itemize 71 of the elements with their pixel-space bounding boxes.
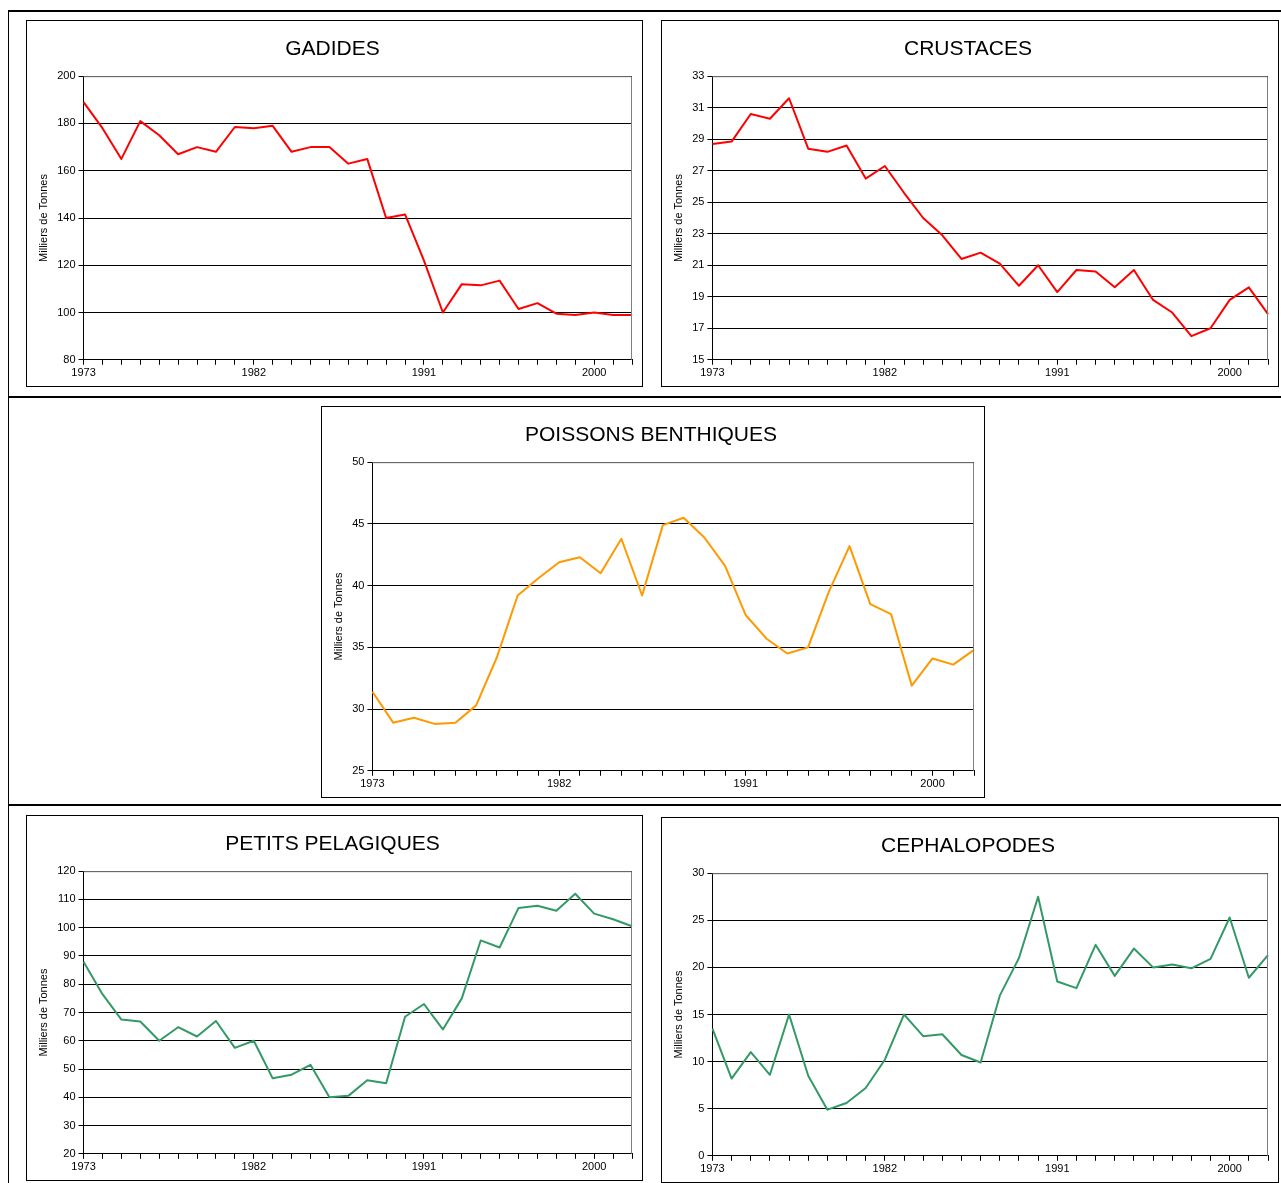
y-tick-label: 17 bbox=[692, 321, 705, 334]
y-axis-title: Milliers de Tonnes bbox=[36, 173, 49, 262]
y-tick-label: 0 bbox=[698, 1148, 705, 1161]
y-tick-label: 15 bbox=[692, 352, 705, 365]
x-tick-label: 1973 bbox=[71, 1160, 96, 1173]
chart-title: POISSONS BENTHIQUES bbox=[524, 422, 778, 446]
x-tick-label: 1973 bbox=[700, 1162, 725, 1175]
y-tick-label: 50 bbox=[352, 455, 365, 468]
y-tick-label: 140 bbox=[57, 211, 76, 224]
y-tick-label: 20 bbox=[63, 1146, 76, 1159]
y-tick-label: 30 bbox=[63, 1118, 76, 1131]
x-tick-label: 1973 bbox=[700, 366, 725, 379]
y-tick-label: 25 bbox=[352, 763, 365, 776]
y-tick-label: 15 bbox=[692, 1007, 705, 1020]
x-tick-label: 1991 bbox=[1045, 1162, 1070, 1175]
y-tick-label: 40 bbox=[352, 578, 365, 591]
y-axis-title: Milliers de Tonnes bbox=[671, 173, 684, 262]
y-tick-label: 31 bbox=[692, 100, 705, 113]
y-tick-label: 100 bbox=[57, 920, 76, 933]
y-tick-label: 33 bbox=[692, 69, 705, 82]
y-tick-label: 120 bbox=[57, 258, 76, 271]
y-axis-title: Milliers de Tonnes bbox=[331, 572, 344, 661]
x-tick-label: 1991 bbox=[411, 1160, 437, 1173]
y-tick-label: 30 bbox=[352, 702, 365, 715]
y-tick-label: 100 bbox=[57, 305, 76, 318]
x-tick-label: 1991 bbox=[1045, 366, 1070, 379]
x-tick-label: 1973 bbox=[71, 366, 96, 379]
y-tick-label: 35 bbox=[352, 640, 365, 653]
y-tick-label: 25 bbox=[692, 913, 705, 926]
y-tick-label: 200 bbox=[57, 69, 76, 82]
x-tick-label: 1982 bbox=[872, 1162, 898, 1175]
x-tick-label: 1973 bbox=[360, 777, 385, 790]
x-tick-label: 1991 bbox=[411, 366, 437, 379]
y-tick-label: 20 bbox=[692, 960, 705, 973]
x-tick-label: 1982 bbox=[241, 366, 266, 379]
x-tick-label: 2000 bbox=[581, 366, 607, 379]
x-tick-label: 2000 bbox=[1217, 366, 1242, 379]
chart-title: CRUSTACES bbox=[904, 36, 1032, 60]
y-tick-label: 10 bbox=[692, 1054, 705, 1067]
y-tick-label: 19 bbox=[692, 289, 705, 302]
y-tick-label: 45 bbox=[352, 516, 365, 529]
y-tick-label: 5 bbox=[698, 1101, 705, 1114]
y-tick-label: 90 bbox=[63, 949, 76, 962]
x-tick-label: 1982 bbox=[241, 1160, 266, 1173]
y-tick-label: 27 bbox=[692, 163, 705, 176]
y-tick-label: 70 bbox=[63, 1005, 76, 1018]
chart-title: GADIDES bbox=[285, 36, 380, 60]
x-tick-label: 2000 bbox=[1217, 1162, 1242, 1175]
x-tick-label: 2000 bbox=[920, 777, 945, 790]
x-tick-label: 1991 bbox=[733, 777, 759, 790]
y-tick-label: 21 bbox=[692, 258, 705, 271]
y-tick-label: 60 bbox=[63, 1033, 76, 1046]
chart-title: PETITS PELAGIQUES bbox=[225, 831, 440, 855]
y-tick-label: 120 bbox=[57, 864, 76, 877]
y-tick-label: 160 bbox=[57, 163, 76, 176]
y-tick-label: 80 bbox=[63, 977, 76, 990]
x-tick-label: 1982 bbox=[546, 777, 572, 790]
y-tick-label: 110 bbox=[58, 892, 76, 905]
y-tick-label: 25 bbox=[692, 195, 705, 208]
x-tick-label: 2000 bbox=[581, 1160, 607, 1173]
y-tick-label: 30 bbox=[692, 866, 705, 879]
y-tick-label: 23 bbox=[692, 226, 705, 239]
y-axis-title: Milliers de Tonnes bbox=[36, 968, 49, 1057]
y-tick-label: 180 bbox=[57, 116, 76, 129]
y-tick-label: 40 bbox=[63, 1090, 76, 1103]
y-tick-label: 50 bbox=[63, 1062, 76, 1075]
y-axis-title: Milliers de Tonnes bbox=[671, 970, 684, 1059]
y-tick-label: 80 bbox=[63, 352, 76, 365]
chart-title: CEPHALOPODES bbox=[881, 833, 1055, 857]
y-tick-label: 29 bbox=[692, 132, 705, 145]
x-tick-label: 1982 bbox=[872, 366, 898, 379]
